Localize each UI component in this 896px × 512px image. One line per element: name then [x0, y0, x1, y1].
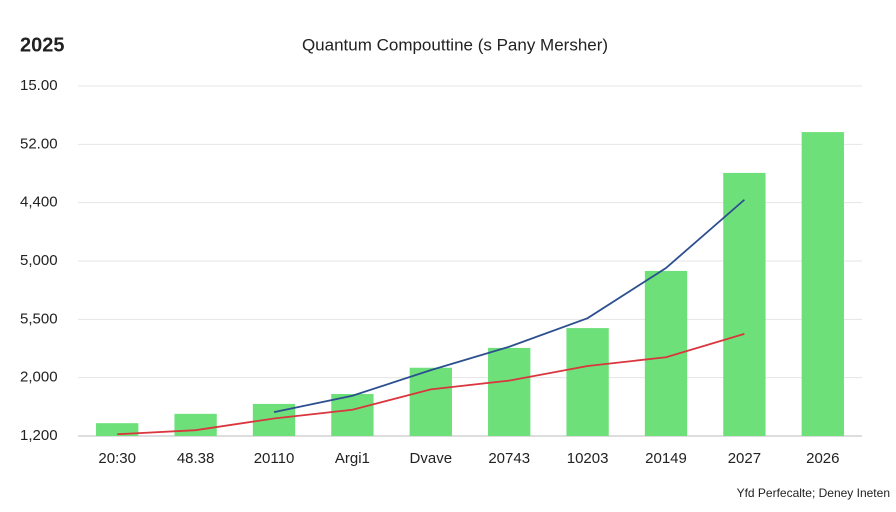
bar	[409, 367, 452, 436]
y-tick-label: 5,500	[20, 310, 58, 327]
bar	[801, 132, 844, 437]
y-tick-label: 4,400	[20, 194, 58, 211]
bar	[488, 347, 531, 436]
y-tick-label: 15.00	[20, 77, 58, 94]
x-tick-label: 48.38	[177, 450, 215, 467]
bar	[723, 172, 766, 436]
bar	[566, 328, 609, 436]
y-tick-label: 2,000	[20, 369, 58, 386]
line	[273, 199, 745, 413]
heading: 2025	[20, 34, 65, 56]
chart-title: Quantum Compouttine (s Pany Mersher)	[302, 35, 608, 54]
y-tick-label: 52.00	[20, 135, 58, 152]
y-tick-label: 1,200	[20, 427, 58, 444]
bar	[96, 423, 139, 436]
x-tick-label: 20110	[254, 450, 295, 467]
x-tick-label: 2026	[806, 450, 839, 467]
line	[117, 333, 745, 436]
bar	[331, 394, 374, 436]
x-tick-label: Dvave	[410, 450, 453, 467]
x-tick-label: 20149	[645, 450, 687, 467]
x-tick-label: Argi1	[335, 450, 370, 467]
x-tick-label: 2027	[728, 450, 761, 467]
footnote: Yfd Perfecalte; Deney Ineten	[737, 486, 890, 500]
x-tick-label: 20:30	[98, 450, 136, 467]
x-tick-label: 10203	[567, 450, 609, 467]
y-tick-label: 5,000	[20, 252, 58, 269]
x-tick-label: 20743	[488, 450, 530, 467]
bar	[174, 413, 217, 436]
